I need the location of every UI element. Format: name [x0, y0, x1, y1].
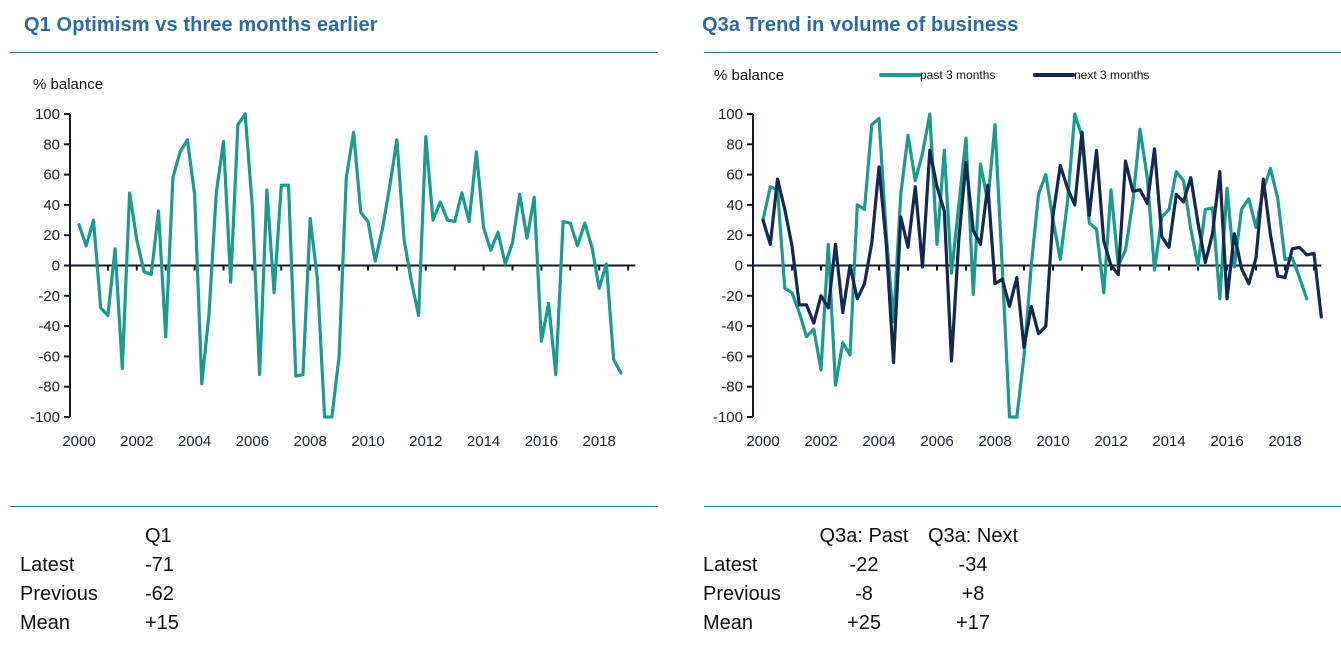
right-chart-title: Q3a Trend in volume of business [702, 14, 1019, 36]
y-tick-label: -80 [721, 379, 743, 396]
y-tick-label: 40 [43, 197, 60, 214]
y-tick-label: -40 [38, 318, 60, 335]
stats-header-past: Q3a: Past [819, 525, 909, 547]
stats-value-next: +8 [961, 583, 985, 605]
stats-label: Mean [703, 612, 754, 634]
legend-label: past 3 months [920, 68, 995, 82]
stats-header-row: Q3a: Past Q3a: Next [703, 522, 1023, 551]
x-tick-label: 2016 [525, 433, 558, 450]
stats-label: Latest [20, 554, 75, 576]
y-tick-label: 40 [726, 197, 743, 214]
left-chart-title: Q1 Optimism vs three months earlier [24, 14, 378, 36]
y-tick-label: 60 [726, 167, 743, 184]
stats-label: Previous [20, 583, 98, 605]
stats-value-next: -34 [958, 554, 988, 576]
y-tick-label: 80 [43, 136, 60, 153]
y-tick-label: -20 [721, 288, 743, 305]
stats-row-latest: Latest -22 -34 [703, 551, 1023, 580]
y-tick-label: -100 [713, 409, 743, 426]
stats-label: Previous [703, 583, 781, 605]
left-stats-rule [10, 506, 658, 507]
stats-header-q1: Q1 [145, 525, 172, 547]
x-tick-label: 2006 [920, 433, 953, 450]
x-tick-label: 2006 [236, 433, 269, 450]
right-chart: % balance100806040200-20-40-60-80-100200… [713, 67, 1323, 450]
x-tick-label: 2002 [120, 433, 153, 450]
x-tick-label: 2014 [467, 433, 500, 450]
stats-label: Mean [20, 612, 71, 634]
y-tick-label: 100 [35, 106, 60, 123]
stats-value-next: +17 [956, 612, 990, 634]
x-tick-label: 2008 [978, 433, 1011, 450]
stats-corner [20, 522, 145, 551]
x-tick-label: 2010 [1036, 433, 1069, 450]
legend-label: next 3 months [1074, 68, 1149, 82]
x-tick-label: 2014 [1152, 433, 1185, 450]
y-tick-label: -100 [30, 409, 60, 426]
y-tick-label: 0 [52, 258, 60, 275]
right-panel: Q3a Trend in volume of business % balanc… [684, 0, 1341, 648]
stats-value: -62 [145, 583, 174, 605]
stats-value: +15 [145, 612, 179, 634]
y-axis-label: % balance [33, 76, 103, 93]
x-tick-label: 2012 [409, 433, 442, 450]
x-tick-label: 2000 [746, 433, 779, 450]
y-tick-label: -20 [38, 288, 60, 305]
stats-header-row: Q1 [20, 522, 179, 551]
right-stats-table: Q3a: Past Q3a: Next Latest -22 -34 Previ… [703, 522, 1023, 638]
stats-row-latest: Latest -71 [20, 551, 179, 580]
stats-value-past: +25 [847, 612, 881, 634]
y-tick-label: -60 [38, 348, 60, 365]
y-axis-label: % balance [714, 67, 784, 84]
left-chart: % balance100806040200-20-40-60-80-100200… [30, 76, 636, 450]
left-title-rule [10, 52, 658, 53]
stats-row-mean: Mean +25 +17 [703, 609, 1023, 638]
series-line-next-3-months [761, 130, 1323, 365]
stats-label: Latest [703, 554, 758, 576]
stats-row-previous: Previous -62 [20, 580, 179, 609]
x-tick-label: 2000 [62, 433, 95, 450]
stats-row-previous: Previous -8 +8 [703, 580, 1023, 609]
y-tick-label: -80 [38, 379, 60, 396]
y-tick-label: 20 [726, 227, 743, 244]
y-tick-label: 20 [43, 227, 60, 244]
y-tick-label: 80 [726, 136, 743, 153]
x-tick-label: 2010 [351, 433, 384, 450]
y-tick-label: -60 [721, 348, 743, 365]
x-tick-label: 2016 [1210, 433, 1243, 450]
x-tick-label: 2012 [1094, 433, 1127, 450]
right-stats-rule [704, 506, 1341, 507]
stats-corner [703, 522, 805, 551]
x-tick-label: 2004 [862, 433, 895, 450]
y-tick-label: 100 [718, 106, 743, 123]
x-tick-label: 2002 [804, 433, 837, 450]
left-stats-table: Q1 Latest -71 Previous -62 Mean +15 [20, 522, 179, 638]
y-tick-label: -40 [721, 318, 743, 335]
stats-value-past: -8 [855, 583, 873, 605]
y-tick-label: 0 [735, 258, 743, 275]
stats-value-past: -22 [849, 554, 879, 576]
x-tick-label: 2018 [1268, 433, 1301, 450]
stats-header-next: Q3a: Next [927, 525, 1019, 547]
x-tick-label: 2004 [178, 433, 211, 450]
x-tick-label: 2008 [294, 433, 327, 450]
stats-row-mean: Mean +15 [20, 609, 179, 638]
stats-value: -71 [145, 554, 174, 576]
y-tick-label: 60 [43, 167, 60, 184]
left-panel: Q1 Optimism vs three months earlier % ba… [0, 0, 658, 648]
x-tick-label: 2018 [583, 433, 616, 450]
series-line-q1 [77, 112, 623, 419]
right-title-rule [704, 52, 1341, 53]
